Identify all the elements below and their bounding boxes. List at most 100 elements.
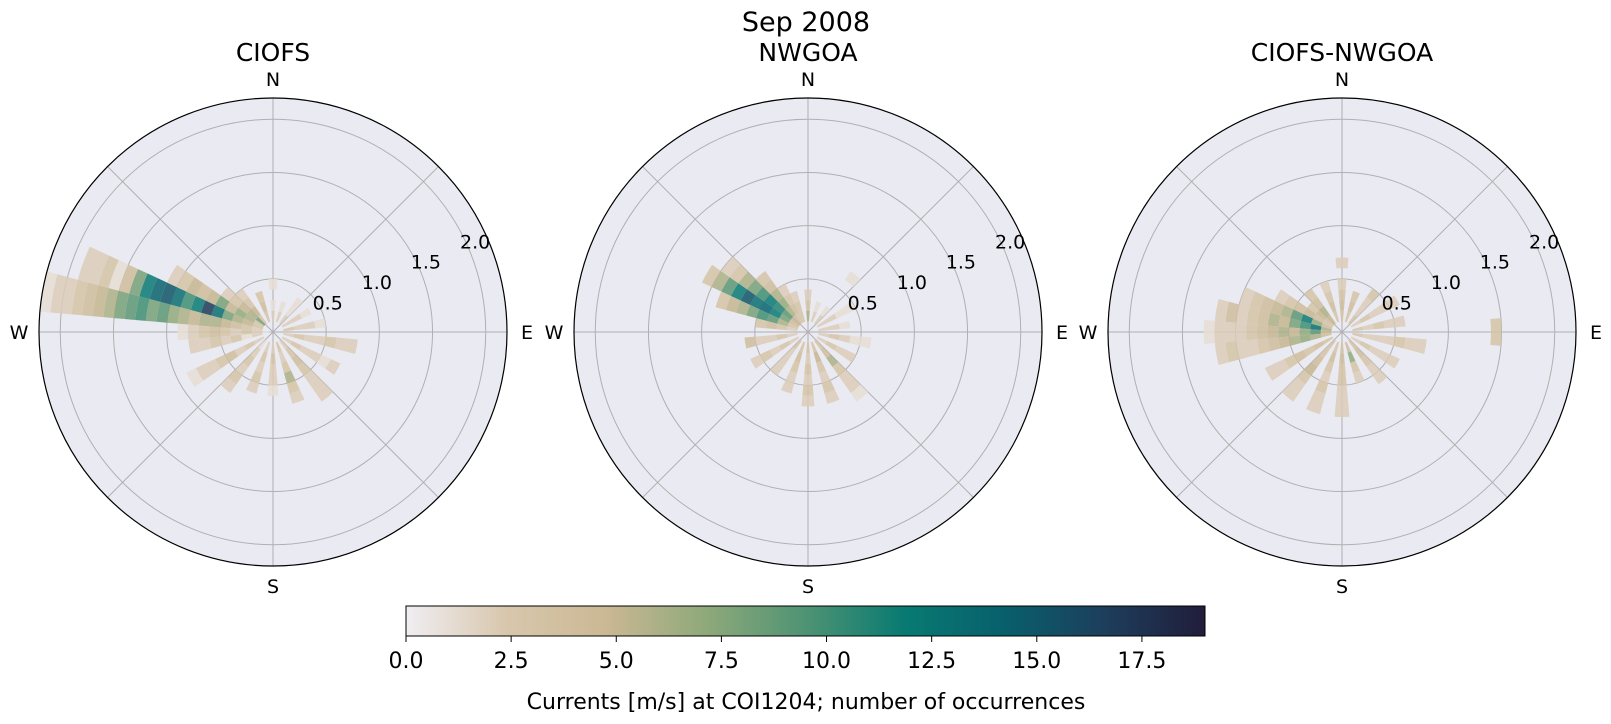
- bar-segment: [786, 326, 798, 332]
- bar-segment: [1293, 301, 1308, 315]
- bar-segment: [1362, 323, 1374, 331]
- bar-segment: [257, 314, 267, 325]
- bar-segment: [799, 341, 806, 353]
- bar-segment: [1403, 337, 1417, 352]
- bar-segment: [285, 305, 296, 317]
- bar-segment: [755, 286, 771, 302]
- bar-segment: [838, 320, 851, 330]
- bar-segment: [205, 289, 221, 306]
- bar-segment: [255, 316, 266, 326]
- radial-tick-label: 0.5: [848, 292, 878, 314]
- bar-segment: [259, 301, 268, 313]
- bar-segment: [1385, 354, 1400, 369]
- radial-tick-label: 1.5: [1480, 252, 1510, 274]
- polar-frame: [1107, 97, 1577, 567]
- bar-segment: [268, 374, 278, 386]
- bar-segment: [799, 311, 806, 323]
- bar-segment: [211, 305, 225, 319]
- bar-segment: [1289, 335, 1301, 346]
- bar-segment: [290, 340, 302, 351]
- bars: [701, 256, 872, 407]
- bar-segment: [820, 305, 831, 317]
- bar-segment: [1340, 310, 1344, 322]
- bar-segment: [788, 336, 800, 345]
- compass-label-s: S: [1336, 576, 1348, 598]
- bar-segment: [1337, 278, 1347, 290]
- bar-segment: [251, 330, 263, 334]
- bar-segment: [790, 290, 800, 304]
- bar-segment: [1350, 290, 1360, 304]
- bar-segment: [1350, 336, 1362, 345]
- bar-segment: [715, 291, 731, 310]
- compass-label-s: S: [802, 576, 814, 598]
- bar-segment: [785, 370, 797, 384]
- bar-segment: [810, 311, 817, 323]
- bar-segment: [1214, 342, 1229, 366]
- bar-segment: [188, 338, 202, 355]
- bar-segment: [227, 369, 243, 385]
- bar-segment: [850, 384, 869, 402]
- bar-segment: [1344, 341, 1351, 353]
- bar-segment: [118, 264, 139, 294]
- bar-segment: [309, 377, 326, 393]
- bar-segment: [788, 319, 800, 328]
- bar-segment: [253, 319, 265, 328]
- bar-segment: [1393, 315, 1406, 328]
- bar-segment: [773, 301, 786, 314]
- bar-segment: [1336, 384, 1348, 396]
- bar-segment: [720, 256, 741, 278]
- bar-segment: [834, 307, 847, 319]
- bar-segment: [1320, 326, 1332, 332]
- bar-segment: [795, 312, 804, 324]
- bar-segment: [156, 301, 171, 323]
- bar-segment: [250, 370, 262, 384]
- radial-tick-label: 2.0: [995, 231, 1025, 253]
- bar-segment: [271, 310, 275, 322]
- bar-segment: [1359, 340, 1371, 351]
- bar-segment: [816, 360, 826, 374]
- bar-segment: [802, 384, 814, 396]
- bar-segment: [299, 345, 312, 357]
- bar-segment: [1236, 304, 1250, 324]
- colorbar-ticks: 0.0 2.5 5.0 7.5 10.0 12.5 15.0 17.5: [389, 636, 1166, 674]
- bar-segment: [804, 363, 812, 375]
- bar-segment: [747, 279, 763, 296]
- bar-segment: [810, 341, 817, 353]
- bar-segment: [145, 298, 160, 322]
- bar-segment: [1267, 312, 1281, 327]
- bar-segment: [1225, 301, 1240, 323]
- polar-panel-0: 0.5 1.0 1.5 2.0 N E S W CIOFS: [10, 38, 533, 598]
- bar-segment: [275, 311, 282, 323]
- bar-segment: [1311, 318, 1323, 327]
- bar-segment: [39, 271, 58, 313]
- bar-segment: [818, 332, 830, 338]
- bar-segment: [1289, 377, 1306, 393]
- colorbar-tick-label: 12.5: [907, 649, 956, 674]
- bar-segment: [1360, 354, 1373, 367]
- bar-segment: [1278, 326, 1290, 338]
- bar-segment: [766, 314, 780, 324]
- bar-segment: [1393, 336, 1406, 349]
- bar-segment: [819, 370, 831, 384]
- bar-segment: [769, 345, 782, 357]
- bar-segment: [1337, 374, 1347, 386]
- bar-segment: [299, 307, 312, 319]
- bar-segment: [242, 354, 255, 367]
- bar-segment: [234, 307, 247, 319]
- bar-segment: [159, 282, 177, 305]
- bar-segment: [721, 277, 739, 297]
- bar-segment: [303, 320, 316, 330]
- bar-segment: [1284, 354, 1299, 369]
- bar-segment: [281, 360, 291, 374]
- bar-segment: [149, 278, 167, 302]
- bar-segment: [816, 336, 828, 345]
- bar-segment: [1326, 314, 1336, 325]
- bar-segment: [1333, 311, 1340, 323]
- bar-segment: [701, 264, 721, 288]
- colorbar-label: Currents [m/s] at COI1204; number of occ…: [527, 690, 1086, 715]
- bar-segment: [1347, 351, 1356, 363]
- bar-segment: [777, 354, 790, 367]
- bar-segment: [1249, 291, 1265, 310]
- bar-segment: [787, 323, 799, 330]
- bar-segment: [108, 260, 129, 291]
